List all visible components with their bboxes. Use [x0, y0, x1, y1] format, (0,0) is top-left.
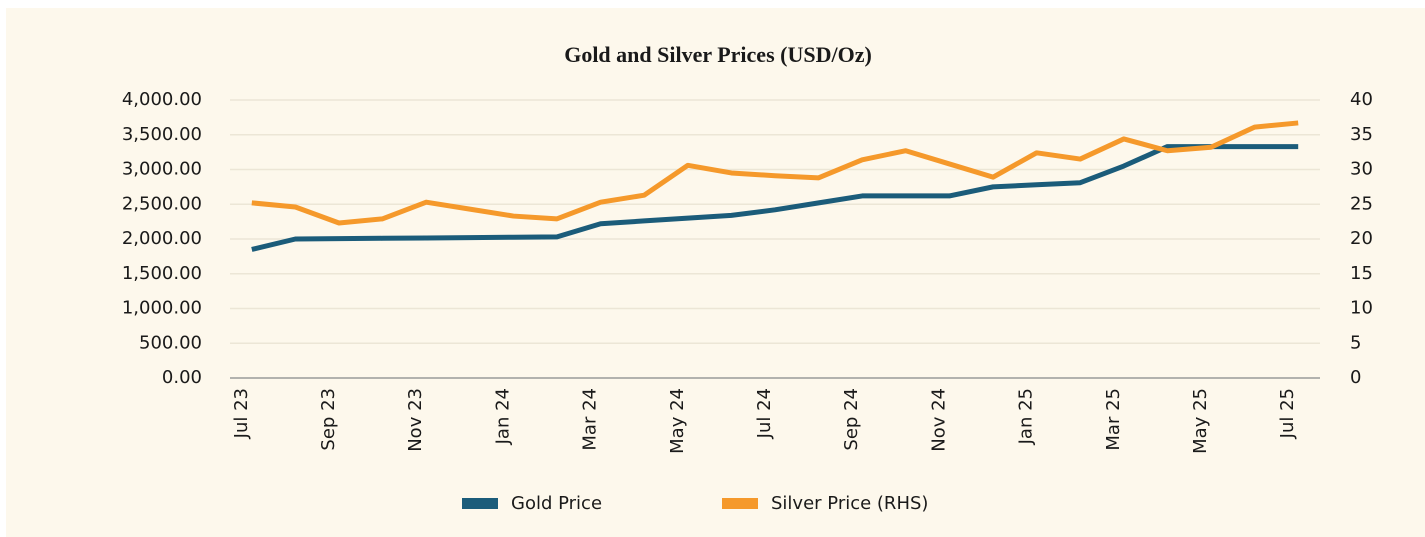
y2-tick-label: 20	[1350, 228, 1373, 249]
y2-tick-label: 10	[1350, 298, 1373, 319]
series-line	[251, 120, 1299, 226]
x-tick-label: Nov 23	[405, 388, 426, 452]
y-tick-label: 0.00	[162, 367, 202, 388]
y2-tick-label: 30	[1350, 159, 1373, 180]
y-tick-label: 2,500.00	[122, 193, 202, 214]
y-tick-label: 500.00	[139, 332, 202, 353]
y-tick-label: 2,000.00	[122, 228, 202, 249]
x-tick-label: Mar 25	[1103, 388, 1124, 451]
legend-label: Gold Price	[511, 493, 602, 514]
y2-tick-label: 35	[1350, 124, 1373, 145]
y-tick-label: 1,500.00	[122, 263, 202, 284]
x-tick-label: Jul 25	[1277, 388, 1298, 439]
background	[6, 8, 1425, 537]
legend-label: Silver Price (RHS)	[771, 493, 928, 514]
y2-tick-label: 0	[1350, 367, 1361, 388]
x-tick-label: Sep 24	[841, 388, 862, 451]
x-tick-label: Jan 25	[1016, 388, 1037, 445]
series-line	[251, 144, 1299, 252]
legend-swatch	[462, 498, 498, 509]
x-tick-label: May 25	[1190, 388, 1211, 454]
x-tick-label: Nov 24	[928, 388, 949, 452]
x-tick-label: May 24	[667, 388, 688, 454]
x-tick-label: Jul 23	[231, 388, 252, 439]
y2-tick-label: 5	[1350, 332, 1361, 353]
y2-tick-label: 40	[1350, 89, 1373, 110]
chart-title: Gold and Silver Prices (USD/Oz)	[564, 42, 872, 67]
y2-tick-label: 25	[1350, 193, 1373, 214]
y-tick-label: 4,000.00	[122, 89, 202, 110]
legend-swatch	[722, 498, 758, 509]
x-tick-label: Sep 23	[318, 388, 339, 451]
x-tick-label: Jul 24	[754, 388, 775, 439]
y-tick-label: 1,000.00	[122, 298, 202, 319]
y-tick-label: 3,500.00	[122, 124, 202, 145]
y2-tick-label: 15	[1350, 263, 1373, 284]
x-tick-label: Jan 24	[492, 388, 513, 445]
y-tick-label: 3,000.00	[122, 159, 202, 180]
x-tick-label: Mar 24	[580, 388, 601, 451]
